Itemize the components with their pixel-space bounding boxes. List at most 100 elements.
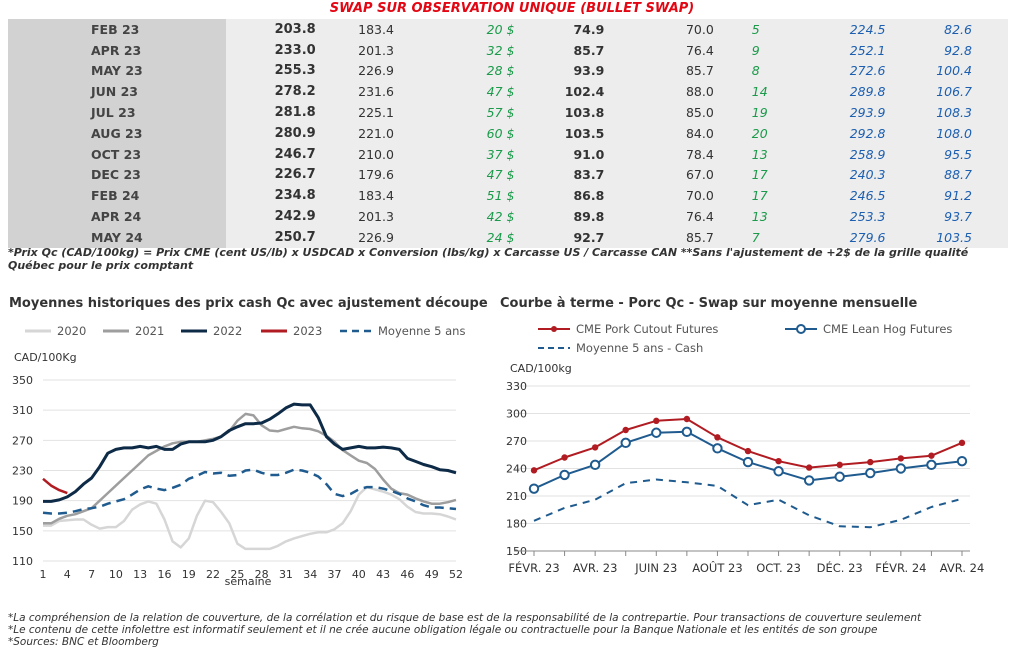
cell-price-qc-adj: 293.9 bbox=[811, 102, 908, 123]
cell-swap-cme: 85.7 bbox=[606, 226, 732, 248]
x-tick-label: 4 bbox=[64, 568, 71, 581]
data-point-cme-lean-hog-futures bbox=[559, 469, 570, 481]
chart-title-forward-curve: Courbe à terme - Porc Qc - Swap sur moye… bbox=[500, 296, 918, 311]
legend-item-2021: 2021 bbox=[103, 324, 164, 338]
data-point-cme-lean-hog-futures bbox=[895, 463, 907, 474]
cell-cme-adj: 106.7 bbox=[907, 81, 1008, 103]
legend-label-5yr-cash: Moyenne 5 ans - Cash bbox=[576, 341, 704, 355]
cell-swap-price: 226.9 bbox=[319, 60, 416, 82]
cell-swap-price: 221.0 bbox=[319, 122, 416, 144]
cell-price-qc-adj: 272.6 bbox=[811, 60, 908, 82]
data-point-cme-lean-hog-futures bbox=[956, 455, 968, 467]
cell-spread-cme: 9 bbox=[731, 39, 812, 61]
x-tick-label: 40 bbox=[352, 568, 366, 581]
table-row: JUN 23 278.2 231.6 47 $102.4 88.0 14 289.8 106.… bbox=[8, 81, 1008, 103]
legend-label-pork-cutout: CME Pork Cutout Futures bbox=[576, 322, 719, 336]
x-tick-label: DÉC. 23 bbox=[817, 560, 863, 575]
cell-swap-price: 183.4 bbox=[319, 185, 416, 207]
cell-swap-price: 231.6 bbox=[319, 81, 416, 103]
cell-swap-price: 225.1 bbox=[319, 102, 416, 123]
cell-cme-adj: 100.4 bbox=[907, 60, 1008, 82]
cell-price-qc: 246.7 bbox=[225, 143, 320, 165]
x-tick-label: 43 bbox=[376, 568, 390, 581]
cell-price-qc-adj: 224.5 bbox=[811, 19, 908, 40]
cell-cme-price: 93.9 bbox=[520, 60, 607, 82]
cell-contract-month: OCT 23 bbox=[8, 143, 226, 165]
x-tick-label: 13 bbox=[133, 568, 147, 581]
x-tick-label: FÉVR. 23 bbox=[508, 560, 559, 575]
series-line-2023 bbox=[42, 477, 68, 495]
data-point-cme-pork-cutout-futures bbox=[744, 447, 752, 455]
cell-price-qc-adj: 252.1 bbox=[811, 39, 908, 61]
cell-spread-cme: 5 bbox=[731, 19, 812, 40]
cell-price-qc: 233.0 bbox=[225, 39, 320, 61]
cell-cme-adj: 92.8 bbox=[907, 39, 1008, 61]
y-tick-label: 270 bbox=[506, 435, 527, 448]
legend-swatch-2023 bbox=[261, 329, 287, 333]
cell-spread-cme: 13 bbox=[731, 143, 812, 165]
x-tick-label: FÉVR. 24 bbox=[875, 560, 926, 575]
x-axis-label: semaine bbox=[225, 575, 272, 588]
cell-spread: 37 $ bbox=[415, 143, 521, 165]
cell-contract-month: DEC 23 bbox=[8, 164, 226, 186]
cell-contract-month: MAY 24 bbox=[8, 226, 226, 248]
legend-item-lean-hog: CME Lean Hog Futures bbox=[785, 322, 952, 336]
cell-cme-adj: 82.6 bbox=[907, 19, 1008, 40]
table-row: DEC 23 226.7 179.6 47 $83.7 67.0 17 240.3 88.7 bbox=[8, 164, 1008, 186]
cell-price-qc: 242.9 bbox=[225, 206, 320, 227]
legend-item-2023: 2023 bbox=[261, 324, 322, 338]
cell-cme-price: 89.8 bbox=[520, 206, 607, 227]
cell-spread-cme: 13 bbox=[731, 206, 812, 227]
cell-cme-price: 83.7 bbox=[520, 164, 607, 186]
cell-swap-price: 201.3 bbox=[319, 206, 416, 227]
data-point-cme-lean-hog-futures bbox=[651, 427, 662, 438]
legend-swatch-2020 bbox=[25, 329, 51, 333]
table-row: JUL 23 281.8 225.1 57 $103.8 85.0 19 293.9 108.… bbox=[8, 102, 1008, 123]
legend-swatch-5yr-avg bbox=[340, 329, 372, 333]
legend-swatch-5yr-cash bbox=[538, 347, 570, 349]
x-tick-label: 52 bbox=[449, 568, 463, 581]
legend-label-2023: 2023 bbox=[293, 324, 323, 338]
data-point-cme-pork-cutout-futures bbox=[591, 444, 599, 451]
cell-swap-cme: 88.0 bbox=[606, 81, 732, 103]
x-tick-label: 46 bbox=[400, 568, 414, 581]
cell-spread: 24 $ bbox=[415, 226, 521, 248]
data-point-cme-pork-cutout-futures bbox=[897, 455, 905, 462]
series-line-moyenne-5-ans---cash bbox=[533, 478, 963, 529]
cell-contract-month: FEB 23 bbox=[8, 19, 226, 40]
cell-swap-price: 210.0 bbox=[319, 143, 416, 165]
y-tick-label: 300 bbox=[506, 408, 527, 421]
table-row: APR 23 233.0 201.3 32 $85.7 76.4 9 252.1 92.8 bbox=[8, 39, 1008, 61]
data-point-cme-pork-cutout-futures bbox=[622, 426, 629, 434]
legend-swatch-lean-hog bbox=[785, 324, 817, 334]
cell-swap-price: 183.4 bbox=[319, 19, 416, 40]
cell-swap-price: 226.9 bbox=[319, 226, 416, 248]
cell-spread: 51 $ bbox=[415, 185, 521, 207]
x-tick-label: 31 bbox=[279, 568, 293, 581]
cell-price-qc: 234.8 bbox=[225, 185, 320, 207]
disclaimer-line: *Le contenu de cette infolettre est info… bbox=[8, 624, 878, 636]
cell-cme-price: 103.5 bbox=[520, 122, 607, 144]
y-tick-label: 310 bbox=[12, 404, 33, 417]
cell-cme-adj: 91.2 bbox=[907, 185, 1008, 207]
x-tick-label: 1 bbox=[40, 568, 47, 581]
table-row: FEB 23 203.8 183.4 20 $74.9 70.0 5 224.5 82.6 bbox=[8, 19, 1008, 40]
swap-table-title: SWAP SUR OBSERVATION UNIQUE (BULLET SWAP… bbox=[329, 1, 695, 16]
legend-item-5yr-avg: Moyenne 5 ans bbox=[340, 324, 465, 338]
cell-price-qc: 280.9 bbox=[225, 122, 320, 144]
cell-cme-price: 103.8 bbox=[520, 102, 607, 123]
cell-spread-cme: 8 bbox=[731, 60, 812, 82]
historical-price-chart: 110 150 190 230 270 310 350 1 4 7 10 13 16 19 22 25 28 31… bbox=[12, 374, 463, 588]
cell-price-qc: 278.2 bbox=[225, 81, 320, 103]
cell-swap-cme: 85.7 bbox=[606, 60, 732, 82]
x-tick-label: 37 bbox=[328, 568, 342, 581]
data-point-cme-pork-cutout-futures bbox=[867, 458, 874, 466]
cell-price-qc: 281.8 bbox=[225, 102, 320, 123]
y-axis-unit-historical: CAD/100Kg bbox=[14, 351, 77, 364]
cell-contract-month: AUG 23 bbox=[8, 122, 226, 144]
data-point-cme-pork-cutout-futures bbox=[775, 457, 782, 465]
legend-swatch-2021 bbox=[103, 329, 129, 333]
cell-spread-cme: 17 bbox=[731, 164, 812, 186]
cell-spread: 28 $ bbox=[415, 60, 521, 82]
